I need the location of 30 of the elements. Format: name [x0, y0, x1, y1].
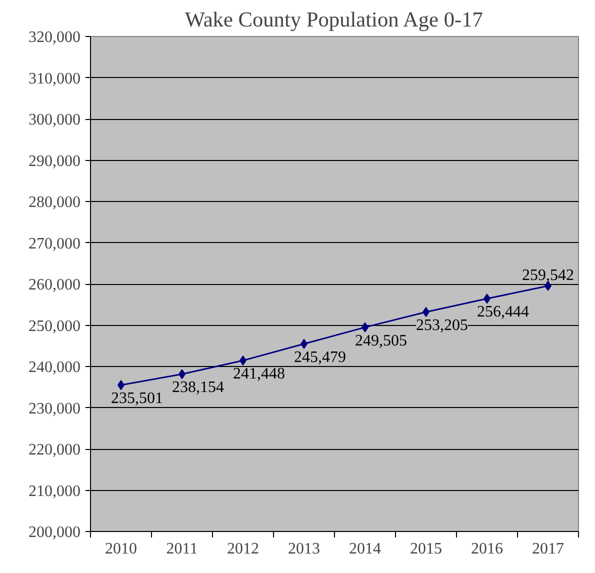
- x-tick-label: 2015: [410, 540, 442, 558]
- text: 249,505: [355, 332, 407, 350]
- y-tick-label: 210,000: [28, 482, 80, 500]
- y-tick-label: 300,000: [28, 112, 80, 128]
- chart-title: Wake County Population Age 0-17: [184, 8, 484, 32]
- y-tick-label: 260,000: [28, 276, 80, 294]
- text: 256,444: [477, 304, 529, 321]
- x-tick-label: 2017: [532, 540, 564, 558]
- text: 253,205: [416, 317, 468, 334]
- y-tick-label: 200,000: [28, 524, 80, 541]
- y-tick-label: 270,000: [28, 235, 80, 252]
- x-tick-label: 2010: [105, 540, 137, 558]
- text: 245,479: [294, 348, 346, 366]
- y-tick-label: 230,000: [28, 400, 80, 418]
- text: 235,501: [111, 390, 163, 408]
- text: 241,448: [233, 366, 285, 383]
- x-tick-label: 2014: [349, 540, 381, 558]
- y-tick-label: 280,000: [28, 194, 80, 211]
- y-tick-label: 320,000: [28, 29, 80, 46]
- x-tick-label: 2016: [471, 540, 503, 558]
- x-tick-label: 2011: [166, 540, 198, 558]
- text: 259,542: [522, 266, 574, 284]
- x-tick-label: 2012: [227, 540, 259, 558]
- text: 238,154: [172, 379, 224, 396]
- y-tick-label: 220,000: [28, 442, 80, 458]
- y-tick-label: 250,000: [28, 318, 80, 335]
- y-tick-label: 240,000: [28, 359, 80, 376]
- x-tick-label: 2013: [288, 540, 320, 558]
- y-tick-label: 290,000: [28, 152, 80, 170]
- y-tick-label: 310,000: [28, 70, 80, 88]
